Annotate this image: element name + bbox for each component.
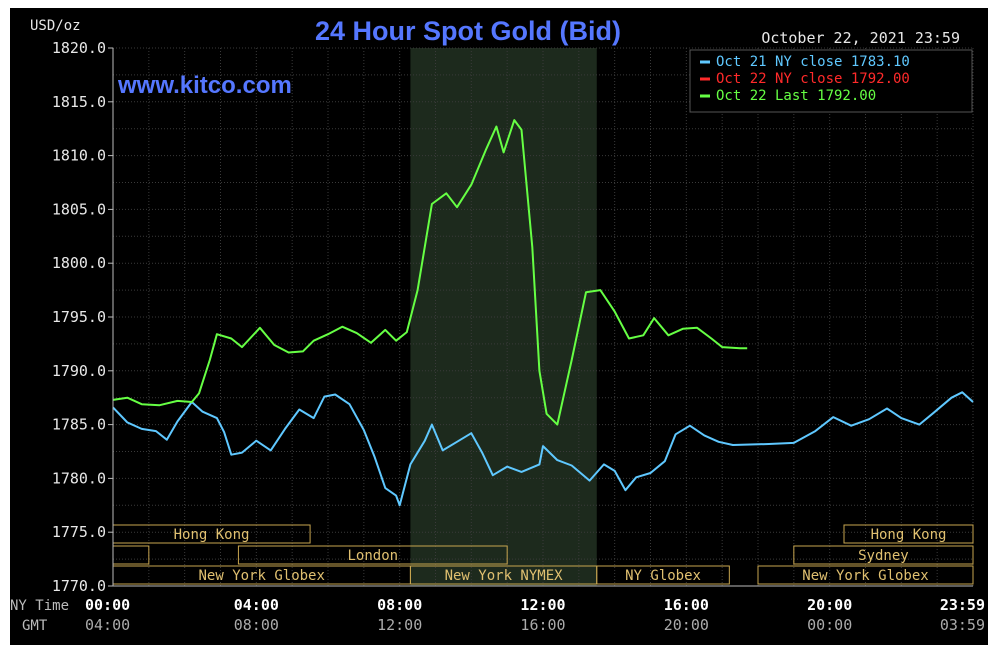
- y-axis: 1770.0 1775.0 1780.0 1785.0 1790.0 1795.0 1800…: [52, 39, 114, 595]
- x-tick-label: 00:00: [85, 596, 130, 614]
- session-bar: [843, 524, 974, 544]
- trading-sessions: Hong Kong Hong Kong London Sydney New York G…: [112, 524, 974, 585]
- x-tick-label: 16:00: [520, 616, 565, 634]
- session-label: Hong Kong: [871, 527, 947, 543]
- session-label: Hong Kong: [174, 527, 250, 543]
- x-tick-label: 20:00: [664, 616, 709, 634]
- x-tick-label: 16:00: [664, 596, 709, 614]
- chart-timestamp: October 22, 2021 23:59: [761, 29, 960, 47]
- y-tick-label: 1805.0: [52, 200, 106, 218]
- session-label: New York Globex: [198, 568, 324, 584]
- session-label: New York Globex: [802, 568, 928, 584]
- y-tick-label: 1820.0: [52, 39, 106, 57]
- session-bar: [237, 545, 508, 565]
- x-axis: NY Time 00:00 04:00 08:00 12:00 16:00 20:00 23:…: [10, 585, 985, 634]
- legend-box: [689, 49, 973, 113]
- session-label: Sydney: [858, 548, 909, 564]
- y-tick-label: 1800.0: [52, 254, 106, 272]
- session-bar: [757, 565, 974, 585]
- x-tick-label: 20:00: [807, 596, 852, 614]
- y-tick-label: 1790.0: [52, 362, 106, 380]
- series-oct21-line: [112, 391, 974, 507]
- x-tick-label: 23:59: [940, 596, 985, 614]
- x-tick-label: 04:00: [234, 596, 279, 614]
- y-tick-label: 1810.0: [52, 147, 106, 165]
- y-tick-label: 1785.0: [52, 416, 106, 434]
- y-tick-label: 1780.0: [52, 469, 106, 487]
- session-bar: [596, 565, 730, 585]
- session-bar: [793, 545, 974, 565]
- x-axis-row-label-gmt: GMT: [22, 618, 48, 634]
- series-oct22-line: [112, 119, 748, 426]
- x-tick-label: 12:00: [377, 616, 422, 634]
- y-tick-label: 1775.0: [52, 523, 106, 541]
- x-tick-label: 08:00: [377, 596, 422, 614]
- legend-entry-oct22-last: Oct 22 Last 1792.00: [716, 88, 876, 104]
- x-axis-row-label-ny: NY Time: [10, 598, 69, 614]
- session-label: New York NYMEX: [445, 568, 564, 584]
- chart-title: 24 Hour Spot Gold (Bid): [315, 16, 621, 46]
- grid: [112, 47, 974, 587]
- x-tick-label: 04:00: [85, 616, 130, 634]
- x-tick-label: 08:00: [234, 616, 279, 634]
- legend-entry-oct22-close: Oct 22 NY close 1792.00: [716, 71, 910, 87]
- x-tick-label: 00:00: [807, 616, 852, 634]
- session-label: London: [348, 548, 399, 564]
- y-tick-label: 1795.0: [52, 308, 106, 326]
- legend: Oct 21 NY close 1783.10 Oct 22 NY close …: [689, 49, 973, 113]
- watermark-label: www.kitco.com: [117, 72, 292, 99]
- y-tick-label: 1770.0: [52, 577, 106, 595]
- price-series: [112, 119, 974, 507]
- x-tick-label: 03:59: [940, 616, 985, 634]
- session-label: NY Globex: [625, 568, 701, 584]
- y-tick-label: 1815.0: [52, 93, 106, 111]
- y-axis-unit-label: USD/oz: [30, 18, 81, 34]
- legend-entry-oct21-close: Oct 21 NY close 1783.10: [716, 54, 910, 70]
- x-tick-label: 12:00: [520, 596, 565, 614]
